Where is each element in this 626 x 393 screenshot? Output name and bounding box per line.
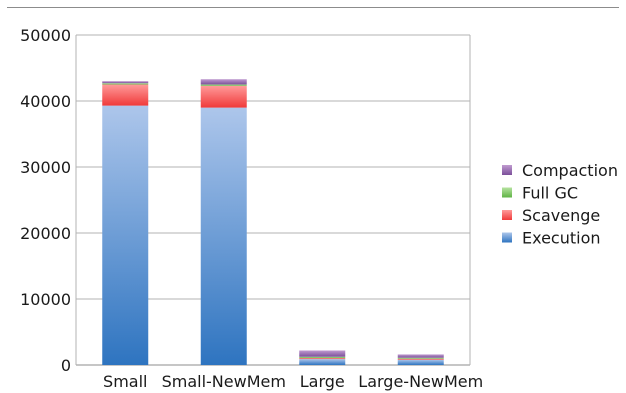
y-tick-label: 50000 (20, 26, 71, 45)
bar-segment-execution (102, 105, 149, 366)
x-tick-label: Small (103, 372, 147, 391)
y-tick-label: 30000 (20, 158, 71, 177)
y-tick-label: 10000 (20, 290, 71, 309)
legend-swatch (502, 165, 512, 175)
legend-swatch (502, 187, 512, 198)
legend-label: Compaction (522, 161, 618, 180)
bar-segment-full-gc (299, 356, 346, 359)
bar-segment-compaction (102, 81, 149, 84)
bar-segment-execution (397, 359, 444, 365)
legend-label: Scavenge (522, 206, 600, 225)
bar-segment-full-gc (102, 83, 149, 85)
y-tick-label: 40000 (20, 92, 71, 111)
legend-label: Full GC (522, 184, 578, 203)
bar-segment-full-gc (200, 84, 247, 86)
x-tick-label: Large (300, 372, 345, 391)
bar-segment-scavenge (200, 85, 247, 108)
bar-segment-execution (299, 359, 346, 365)
legend-label: Execution (522, 229, 601, 248)
bar-segment-scavenge (397, 358, 444, 360)
y-tick-label: 0 (61, 356, 71, 375)
bar-segment-scavenge (299, 358, 346, 360)
bar-segment-full-gc (397, 357, 444, 359)
bar-segment-compaction (397, 354, 444, 358)
x-tick-label: Large-NewMem (358, 372, 483, 391)
bar-segment-compaction (299, 350, 346, 357)
top-divider (7, 7, 619, 8)
y-tick-label: 20000 (20, 224, 71, 243)
x-tick-labels: Small Small-NewMem Large Large-NewMem (103, 372, 483, 391)
x-tick-label: Small-NewMem (162, 372, 286, 391)
bar-segment-execution (200, 107, 247, 365)
bars (102, 79, 444, 366)
legend: Compaction Full GC Scavenge Execution (502, 161, 618, 248)
legend-swatch (502, 232, 512, 243)
bar-segment-compaction (200, 79, 247, 85)
y-tick-labels: 0 10000 20000 30000 40000 50000 (20, 26, 71, 375)
legend-swatch (502, 210, 512, 220)
bar-segment-scavenge (102, 84, 149, 106)
